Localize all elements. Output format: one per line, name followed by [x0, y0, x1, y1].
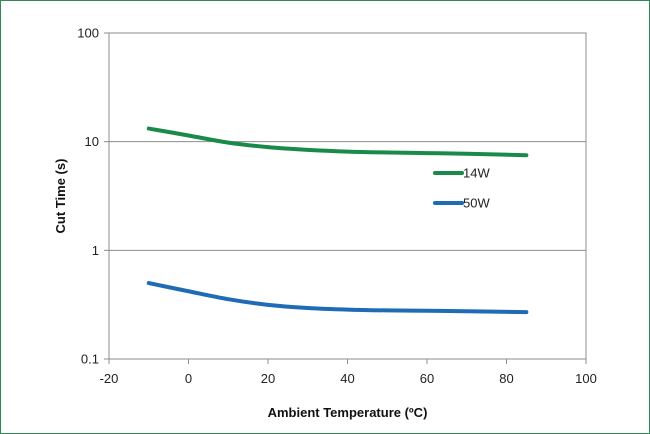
plot-area	[108, 32, 587, 360]
x-axis-title: Ambient Temperature (ºC)	[268, 405, 428, 420]
y-tick-label: 1	[92, 243, 99, 258]
legend: 14W 50W	[433, 166, 490, 211]
x-tick-label: 100	[575, 371, 597, 386]
series-line-50w	[146, 281, 529, 315]
legend-label-50w: 50W	[463, 196, 490, 211]
series-line-14w	[146, 126, 529, 158]
y-tick-label: 10	[85, 134, 99, 149]
y-axis-title: Cut Time (s)	[53, 159, 68, 234]
x-tick-label: 80	[499, 371, 513, 386]
x-tick-label: 60	[420, 371, 434, 386]
axis-ticks: 0.1 1 10 100 -20 0 20 40 60 80 100	[77, 26, 597, 387]
series-layer	[146, 126, 529, 315]
x-tick-label: 0	[185, 371, 192, 386]
x-tick-label: 40	[340, 371, 354, 386]
y-tick-label: 0.1	[81, 352, 99, 367]
legend-label-14w: 14W	[463, 166, 490, 181]
x-tick-label: 20	[261, 371, 275, 386]
x-tick-label: -20	[100, 371, 119, 386]
y-tick-label: 100	[77, 26, 99, 41]
